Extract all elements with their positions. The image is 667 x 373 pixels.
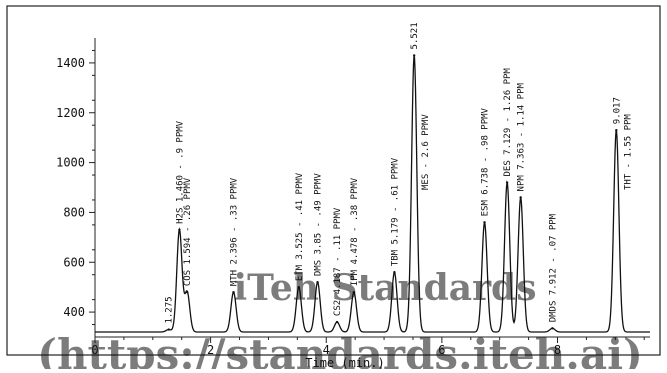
y-tick-label: 1000: [56, 156, 85, 170]
peak-label: COS 1.594 - .26 PPMV: [183, 177, 193, 286]
peak-apex: [352, 290, 356, 294]
watermark-line-1: iTeh Standards: [234, 267, 537, 309]
x-tick-label: 6: [438, 343, 445, 357]
peak-apex: [393, 271, 396, 274]
peak-label: IPM 4.478 - .38 PPMV: [350, 177, 360, 286]
peak-apex: [551, 327, 554, 330]
peak-label: TBM 5.179 - .61 PPMV: [390, 157, 400, 266]
peak-label: DMS 3.85 - .49 PPMV: [314, 173, 324, 277]
peak-label: ETM 3.525 - .41 PPMV: [295, 172, 305, 281]
peak-apex: [412, 54, 416, 57]
peak-apex: [297, 285, 300, 289]
peak-apex: [615, 128, 618, 132]
peak-label: MTH 2.396 - .33 PPMV: [230, 177, 240, 286]
compound-annotations: MES - 2.6 PPMV THT - 1.55 PPM: [421, 114, 633, 190]
peak-apex: [505, 181, 509, 184]
x-tick-label: 0: [91, 343, 98, 357]
y-tick-label: 1400: [56, 56, 85, 70]
peak-label: CS2 4.187 - .11 PPMV: [333, 207, 343, 316]
chart-border: [6, 5, 661, 356]
x-tick-label: 2: [207, 343, 214, 357]
peak-apex: [167, 328, 170, 331]
compound-annotation: THT - 1.55 PPM: [623, 114, 633, 190]
peak-markers: [167, 54, 618, 331]
compound-annotation: MES - 2.6 PPMV: [421, 114, 431, 190]
watermark-line-2: (https://standards.iteh.ai): [37, 330, 643, 369]
x-tick-label: 4: [323, 343, 330, 357]
y-tick-label: 600: [63, 255, 85, 269]
peak-apex: [483, 221, 486, 224]
peak-label: H2S 1.460 - .9 PPMV: [175, 120, 185, 224]
y-tick-label: 800: [63, 205, 85, 219]
peak-label: DES 7.129 - 1.26 PPM: [503, 68, 513, 177]
peak-label: 9.017: [612, 97, 622, 124]
peak-apex: [519, 196, 522, 199]
peak-apex: [316, 280, 319, 284]
x-axis-ticks: 0 2 4 6 8: [91, 337, 645, 357]
peak-apex: [335, 320, 339, 324]
y-tick-label: 1200: [56, 106, 85, 120]
peak-apex: [185, 290, 189, 294]
peak-label: NPM 7.363 - 1.14 PPM: [517, 83, 527, 192]
x-axis-title: Time (min.): [305, 356, 384, 369]
y-axis-ticks: 400 600 800 1000 1200 1400: [56, 49, 95, 326]
peak-apex: [178, 228, 181, 232]
peak-label: DMDS 7.912 - .07 PPM: [548, 213, 558, 322]
peak-label: 1.275: [165, 296, 175, 323]
peak-label: ESM 6.738 - .98 PPMV: [481, 107, 491, 216]
peak-apex: [232, 290, 235, 294]
peak-label: 5.521: [410, 22, 420, 49]
y-tick-label: 400: [63, 305, 85, 319]
x-tick-label: 8: [554, 343, 561, 357]
